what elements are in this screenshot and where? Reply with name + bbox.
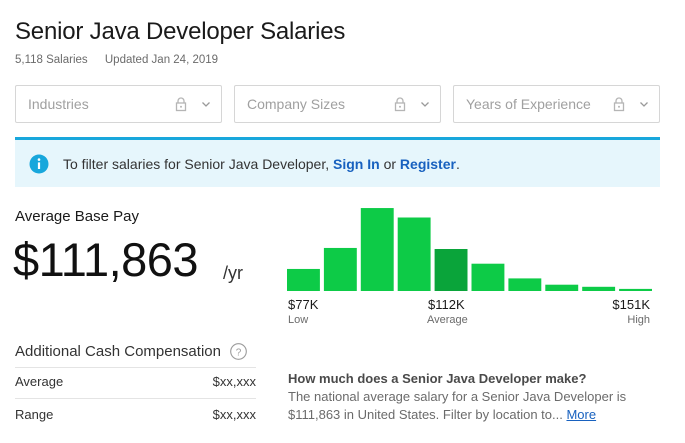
- histogram-bar-7: [508, 278, 542, 291]
- additional-row-average: Average $xx,xxx: [15, 374, 256, 389]
- chevron-down-icon: [202, 102, 210, 107]
- years-experience-filter[interactable]: Years of Experience: [453, 85, 660, 123]
- histogram-bar-8: [545, 284, 579, 291]
- average-base-pay-value: $111,863: [13, 233, 199, 286]
- banner-text-after: .: [455, 155, 460, 172]
- row-value: $xx,xxx: [212, 407, 256, 422]
- page-meta: 5,118 Salaries Updated Jan 24, 2019: [15, 54, 218, 66]
- average-base-pay-label: Average Base Pay: [15, 208, 139, 225]
- pay-unit: /yr: [223, 263, 243, 283]
- row-value: $xx,xxx: [212, 374, 256, 389]
- histogram-bar-1: [287, 268, 320, 291]
- more-link[interactable]: More: [566, 407, 597, 422]
- lock-icon: [175, 97, 187, 112]
- register-link[interactable]: Register: [399, 155, 456, 172]
- faq-answer-text: The national average salary for a Senior…: [288, 389, 627, 422]
- histogram-bar-9: [582, 286, 616, 291]
- histogram-bar-10: [619, 288, 652, 291]
- histogram-bar-6: [471, 263, 505, 291]
- svg-text:?: ?: [236, 347, 242, 358]
- additional-cash-title: Additional Cash Compensation ?: [15, 343, 247, 360]
- axis-low-label: Low: [288, 314, 309, 326]
- row-label: Range: [15, 407, 54, 422]
- axis-mid-label: Average: [427, 314, 468, 326]
- axis-high-label: High: [627, 314, 650, 326]
- row-label: Average: [15, 374, 64, 389]
- banner-text-before: To filter salaries for Senior Java Devel…: [63, 155, 334, 172]
- updated-date: Updated Jan 24, 2019: [104, 54, 219, 66]
- histogram-bar-2: [323, 247, 357, 291]
- sign-in-banner: To filter salaries for Senior Java Devel…: [15, 137, 660, 187]
- chevron-down-icon: [640, 102, 648, 107]
- divider: [15, 398, 256, 399]
- axis-high-value: $151K: [612, 297, 650, 312]
- info-icon: [29, 154, 49, 173]
- page-title: Senior Java Developer Salaries: [15, 18, 346, 45]
- faq-ellipsis: ...: [552, 407, 567, 422]
- banner-text: To filter salaries for Senior Java Devel…: [63, 156, 460, 172]
- industries-filter[interactable]: Industries: [15, 85, 222, 123]
- histogram-bar-4: [397, 217, 431, 291]
- sign-in-link[interactable]: Sign In: [333, 155, 380, 172]
- lock-icon: [394, 97, 406, 112]
- salary-count: 5,118 Salaries: [15, 54, 88, 66]
- additional-row-range: Range $xx,xxx: [15, 407, 256, 422]
- years-experience-filter-label: Years of Experience: [466, 96, 591, 112]
- chevron-down-icon: [421, 102, 429, 107]
- faq-question: How much does a Senior Java Developer ma…: [288, 371, 587, 386]
- additional-cash-title-text: Additional Cash Compensation: [15, 343, 221, 360]
- salary-histogram: [287, 208, 652, 291]
- help-icon[interactable]: ?: [230, 343, 247, 360]
- axis-low-value: $77K: [288, 297, 319, 312]
- faq-answer: The national average salary for a Senior…: [288, 388, 653, 424]
- company-sizes-filter-label: Company Sizes: [247, 96, 346, 112]
- divider: [15, 367, 256, 368]
- histogram-bar-5: [434, 249, 468, 291]
- banner-or: or: [379, 155, 400, 172]
- lock-icon: [613, 97, 625, 112]
- industries-filter-label: Industries: [28, 96, 89, 112]
- histogram-bar-3: [360, 208, 394, 291]
- company-sizes-filter[interactable]: Company Sizes: [234, 85, 441, 123]
- axis-mid-value: $112K: [428, 297, 465, 312]
